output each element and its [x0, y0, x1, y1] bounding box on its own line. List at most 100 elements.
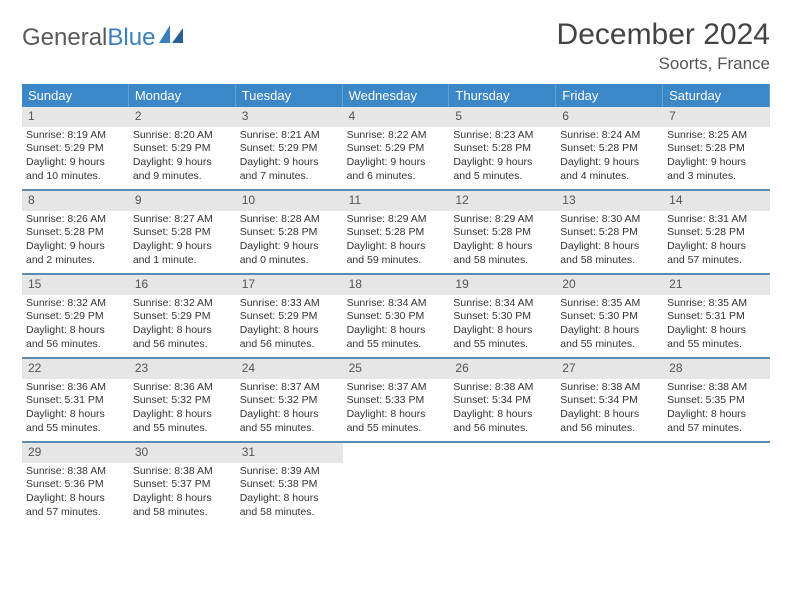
day-body: Sunrise: 8:20 AMSunset: 5:29 PMDaylight:… — [129, 127, 236, 188]
daylight-line: Daylight: 8 hours and 55 minutes. — [240, 408, 339, 435]
day-cell: 15Sunrise: 8:32 AMSunset: 5:29 PMDayligh… — [22, 275, 129, 357]
day-body: Sunrise: 8:24 AMSunset: 5:28 PMDaylight:… — [556, 127, 663, 188]
daylight-line: Daylight: 8 hours and 55 minutes. — [26, 408, 125, 435]
sunrise-line: Sunrise: 8:38 AM — [26, 465, 125, 479]
day-body: Sunrise: 8:21 AMSunset: 5:29 PMDaylight:… — [236, 127, 343, 188]
daylight-line: Daylight: 8 hours and 56 minutes. — [560, 408, 659, 435]
day-cell: 5Sunrise: 8:23 AMSunset: 5:28 PMDaylight… — [449, 107, 556, 189]
day-number: 15 — [22, 275, 129, 295]
daylight-line: Daylight: 8 hours and 58 minutes. — [133, 492, 232, 519]
sunrise-line: Sunrise: 8:31 AM — [667, 213, 766, 227]
sunrise-line: Sunrise: 8:32 AM — [26, 297, 125, 311]
sunrise-line: Sunrise: 8:30 AM — [560, 213, 659, 227]
daylight-line: Daylight: 8 hours and 57 minutes. — [667, 240, 766, 267]
sunrise-line: Sunrise: 8:38 AM — [667, 381, 766, 395]
day-cell: 18Sunrise: 8:34 AMSunset: 5:30 PMDayligh… — [343, 275, 450, 357]
daylight-line: Daylight: 8 hours and 55 minutes. — [347, 324, 446, 351]
day-cell: 2Sunrise: 8:20 AMSunset: 5:29 PMDaylight… — [129, 107, 236, 189]
day-cell: 12Sunrise: 8:29 AMSunset: 5:28 PMDayligh… — [449, 191, 556, 273]
day-body: Sunrise: 8:39 AMSunset: 5:38 PMDaylight:… — [236, 463, 343, 524]
sunset-line: Sunset: 5:28 PM — [560, 142, 659, 156]
sunrise-line: Sunrise: 8:28 AM — [240, 213, 339, 227]
logo-text-general: General — [22, 24, 107, 52]
day-cell: 9Sunrise: 8:27 AMSunset: 5:28 PMDaylight… — [129, 191, 236, 273]
daylight-line: Daylight: 8 hours and 59 minutes. — [347, 240, 446, 267]
month-title: December 2024 — [557, 18, 770, 52]
day-number: 11 — [343, 191, 450, 211]
sunrise-line: Sunrise: 8:35 AM — [667, 297, 766, 311]
sunset-line: Sunset: 5:29 PM — [26, 142, 125, 156]
daylight-line: Daylight: 9 hours and 7 minutes. — [240, 156, 339, 183]
sunset-line: Sunset: 5:29 PM — [347, 142, 446, 156]
day-number: 27 — [556, 359, 663, 379]
day-number: 1 — [22, 107, 129, 127]
daylight-line: Daylight: 9 hours and 6 minutes. — [347, 156, 446, 183]
day-number: 12 — [449, 191, 556, 211]
day-body: Sunrise: 8:35 AMSunset: 5:30 PMDaylight:… — [556, 295, 663, 356]
day-number: 5 — [449, 107, 556, 127]
day-number: 6 — [556, 107, 663, 127]
daylight-line: Daylight: 9 hours and 3 minutes. — [667, 156, 766, 183]
daylight-line: Daylight: 9 hours and 9 minutes. — [133, 156, 232, 183]
day-cell: 7Sunrise: 8:25 AMSunset: 5:28 PMDaylight… — [663, 107, 770, 189]
sunrise-line: Sunrise: 8:38 AM — [453, 381, 552, 395]
day-cell: 14Sunrise: 8:31 AMSunset: 5:28 PMDayligh… — [663, 191, 770, 273]
dow-row: SundayMondayTuesdayWednesdayThursdayFrid… — [22, 84, 770, 107]
day-number: 18 — [343, 275, 450, 295]
day-cell — [556, 443, 663, 525]
day-cell: 27Sunrise: 8:38 AMSunset: 5:34 PMDayligh… — [556, 359, 663, 441]
day-number: 8 — [22, 191, 129, 211]
day-body: Sunrise: 8:28 AMSunset: 5:28 PMDaylight:… — [236, 211, 343, 272]
sunset-line: Sunset: 5:28 PM — [667, 142, 766, 156]
day-number: 24 — [236, 359, 343, 379]
dow-header: Sunday — [22, 84, 129, 107]
day-cell: 8Sunrise: 8:26 AMSunset: 5:28 PMDaylight… — [22, 191, 129, 273]
daylight-line: Daylight: 8 hours and 56 minutes. — [133, 324, 232, 351]
day-body: Sunrise: 8:30 AMSunset: 5:28 PMDaylight:… — [556, 211, 663, 272]
sunrise-line: Sunrise: 8:23 AM — [453, 129, 552, 143]
day-cell: 26Sunrise: 8:38 AMSunset: 5:34 PMDayligh… — [449, 359, 556, 441]
sunrise-line: Sunrise: 8:35 AM — [560, 297, 659, 311]
day-cell: 20Sunrise: 8:35 AMSunset: 5:30 PMDayligh… — [556, 275, 663, 357]
day-body: Sunrise: 8:38 AMSunset: 5:36 PMDaylight:… — [22, 463, 129, 524]
day-body: Sunrise: 8:26 AMSunset: 5:28 PMDaylight:… — [22, 211, 129, 272]
day-body: Sunrise: 8:31 AMSunset: 5:28 PMDaylight:… — [663, 211, 770, 272]
week-row: 29Sunrise: 8:38 AMSunset: 5:36 PMDayligh… — [22, 443, 770, 525]
dow-header: Thursday — [449, 84, 556, 107]
daylight-line: Daylight: 8 hours and 58 minutes. — [560, 240, 659, 267]
sunrise-line: Sunrise: 8:26 AM — [26, 213, 125, 227]
sunrise-line: Sunrise: 8:25 AM — [667, 129, 766, 143]
sunrise-line: Sunrise: 8:27 AM — [133, 213, 232, 227]
day-body: Sunrise: 8:29 AMSunset: 5:28 PMDaylight:… — [449, 211, 556, 272]
day-number: 25 — [343, 359, 450, 379]
day-cell: 3Sunrise: 8:21 AMSunset: 5:29 PMDaylight… — [236, 107, 343, 189]
day-cell: 22Sunrise: 8:36 AMSunset: 5:31 PMDayligh… — [22, 359, 129, 441]
day-cell: 1Sunrise: 8:19 AMSunset: 5:29 PMDaylight… — [22, 107, 129, 189]
daylight-line: Daylight: 8 hours and 58 minutes. — [240, 492, 339, 519]
day-number: 16 — [129, 275, 236, 295]
day-number: 21 — [663, 275, 770, 295]
sunrise-line: Sunrise: 8:36 AM — [133, 381, 232, 395]
sunrise-line: Sunrise: 8:37 AM — [347, 381, 446, 395]
sunset-line: Sunset: 5:33 PM — [347, 394, 446, 408]
day-number: 19 — [449, 275, 556, 295]
day-body: Sunrise: 8:23 AMSunset: 5:28 PMDaylight:… — [449, 127, 556, 188]
day-body: Sunrise: 8:25 AMSunset: 5:28 PMDaylight:… — [663, 127, 770, 188]
day-body: Sunrise: 8:32 AMSunset: 5:29 PMDaylight:… — [129, 295, 236, 356]
day-number: 4 — [343, 107, 450, 127]
sunset-line: Sunset: 5:35 PM — [667, 394, 766, 408]
header: GeneralBlue December 2024 Soorts, France — [22, 18, 770, 74]
location: Soorts, France — [557, 54, 770, 74]
day-cell: 13Sunrise: 8:30 AMSunset: 5:28 PMDayligh… — [556, 191, 663, 273]
daylight-line: Daylight: 8 hours and 55 minutes. — [667, 324, 766, 351]
day-cell: 6Sunrise: 8:24 AMSunset: 5:28 PMDaylight… — [556, 107, 663, 189]
week-row: 22Sunrise: 8:36 AMSunset: 5:31 PMDayligh… — [22, 359, 770, 443]
day-body: Sunrise: 8:37 AMSunset: 5:32 PMDaylight:… — [236, 379, 343, 440]
day-number: 29 — [22, 443, 129, 463]
logo: GeneralBlue — [22, 18, 185, 52]
sunset-line: Sunset: 5:29 PM — [26, 310, 125, 324]
daylight-line: Daylight: 8 hours and 55 minutes. — [560, 324, 659, 351]
dow-header: Wednesday — [343, 84, 450, 107]
daylight-line: Daylight: 8 hours and 55 minutes. — [453, 324, 552, 351]
sunset-line: Sunset: 5:32 PM — [133, 394, 232, 408]
